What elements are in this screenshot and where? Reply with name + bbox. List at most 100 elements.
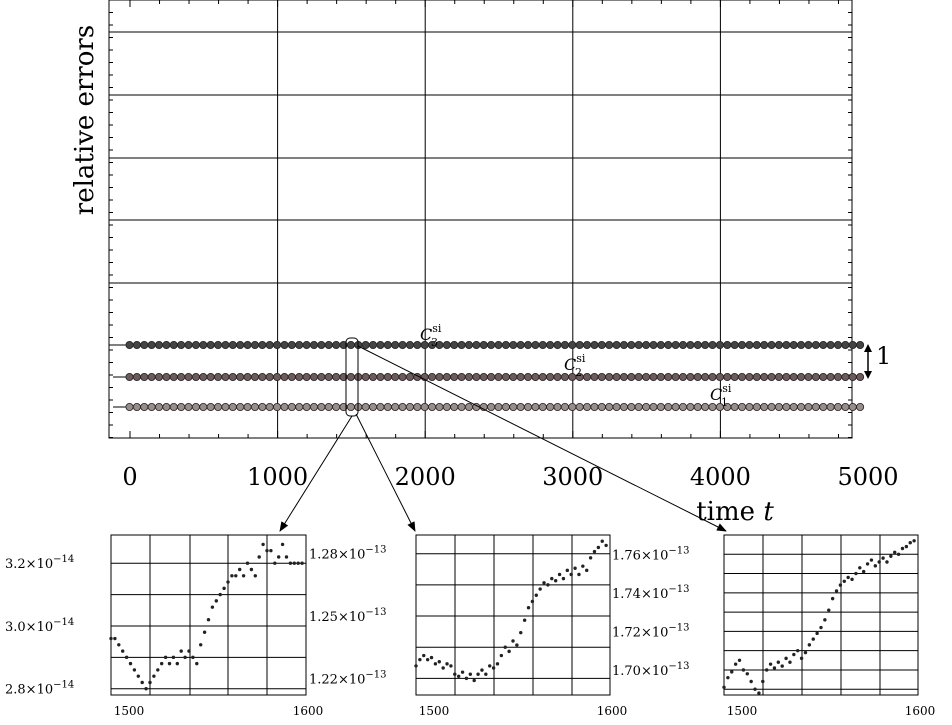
inset-data-point xyxy=(893,550,897,555)
data-point xyxy=(265,402,274,411)
data-point xyxy=(664,372,673,381)
data-point xyxy=(752,340,761,349)
data-point xyxy=(531,340,540,349)
data-point xyxy=(287,340,296,349)
data-point xyxy=(826,372,835,381)
inset-data-point xyxy=(896,552,901,556)
data-point xyxy=(546,340,555,349)
inset-data-point xyxy=(753,687,757,691)
inset-data-point xyxy=(425,657,430,662)
data-point xyxy=(191,402,200,411)
inset-data-point xyxy=(495,662,500,666)
data-point xyxy=(693,402,702,411)
inset-data-point xyxy=(265,548,269,553)
data-point xyxy=(369,372,378,381)
data-point xyxy=(804,402,813,411)
data-point xyxy=(546,402,555,411)
zoom-connector-arrows xyxy=(279,345,727,532)
data-point xyxy=(383,340,392,349)
data-point xyxy=(472,340,481,349)
data-point xyxy=(287,402,296,411)
inset-data-point xyxy=(113,636,117,641)
data-point xyxy=(369,340,378,349)
data-point xyxy=(826,340,835,349)
data-point xyxy=(538,372,547,381)
series-label: Csi 1 xyxy=(710,382,732,409)
inset-data-point xyxy=(433,662,438,666)
inset-data-point xyxy=(445,662,449,666)
inset-data-point xyxy=(772,666,777,670)
inset-data-point xyxy=(745,672,749,676)
data-point xyxy=(693,340,702,349)
inset-data-point xyxy=(437,660,441,664)
data-point xyxy=(553,402,562,411)
inset-y-tick-exponent: −13 xyxy=(668,622,689,633)
data-point xyxy=(516,372,525,381)
data-point xyxy=(442,402,451,411)
data-point xyxy=(199,340,208,349)
data-point xyxy=(782,372,791,381)
data-point xyxy=(789,340,798,349)
data-point xyxy=(405,402,414,411)
inset-y-tick-mantissa: 1.72×10 xyxy=(612,625,668,640)
data-point xyxy=(568,340,577,349)
inset-data-point xyxy=(811,637,815,641)
data-point xyxy=(361,340,370,349)
data-point xyxy=(738,372,747,381)
data-point xyxy=(487,372,496,381)
inset-data-point xyxy=(546,583,550,587)
inset-data-point xyxy=(877,560,881,564)
data-point xyxy=(811,402,820,411)
data-point xyxy=(627,402,636,411)
inset-x-tick-label: 1500 xyxy=(114,704,145,718)
inset-data-point xyxy=(869,558,874,562)
data-point xyxy=(155,402,164,411)
data-point xyxy=(184,402,193,411)
data-point xyxy=(177,402,186,411)
inset-data-point xyxy=(175,661,179,666)
data-point xyxy=(317,340,326,349)
data-point xyxy=(487,402,496,411)
data-point xyxy=(221,372,230,381)
data-point xyxy=(162,340,171,349)
data-point xyxy=(302,402,311,411)
inset-y-tick-mantissa: 1.25×10 xyxy=(309,610,365,625)
data-point xyxy=(250,340,259,349)
data-point xyxy=(177,372,186,381)
data-point xyxy=(332,340,341,349)
inset-data-point xyxy=(199,643,203,647)
inset-data-point xyxy=(160,661,164,666)
inset-y-tick-label: 1.72×10−13 xyxy=(612,622,690,640)
inset-data-point xyxy=(776,660,781,664)
data-point xyxy=(841,340,850,349)
data-point xyxy=(184,372,193,381)
data-point xyxy=(597,340,606,349)
data-point xyxy=(560,372,569,381)
inset-data-point xyxy=(284,555,289,559)
inset-data-point xyxy=(269,548,273,553)
inset-data-point xyxy=(561,576,566,581)
series-label-sub: 3 xyxy=(431,336,438,349)
inset-data-point xyxy=(585,568,589,573)
inset-data-point xyxy=(792,652,796,657)
inset-data-point xyxy=(460,670,465,674)
inset-data-point xyxy=(429,655,434,660)
inset-data-point xyxy=(124,655,129,660)
data-point xyxy=(708,372,717,381)
inset-data-point xyxy=(484,672,488,676)
scale-marker-arrow-down xyxy=(864,371,872,379)
x-tick-label: 2000 xyxy=(395,463,456,491)
data-point xyxy=(797,402,806,411)
data-point xyxy=(568,402,577,411)
data-point xyxy=(457,402,466,411)
inset-y-tick-mantissa: 1.74×10 xyxy=(612,587,668,602)
inset-data-point xyxy=(179,649,183,653)
inset-data-point xyxy=(245,561,250,565)
data-point xyxy=(450,340,459,349)
inset-data-point xyxy=(904,544,909,549)
inset-data-point xyxy=(171,655,176,660)
main-plot-frame xyxy=(108,0,853,439)
inset-data-point xyxy=(519,630,523,635)
